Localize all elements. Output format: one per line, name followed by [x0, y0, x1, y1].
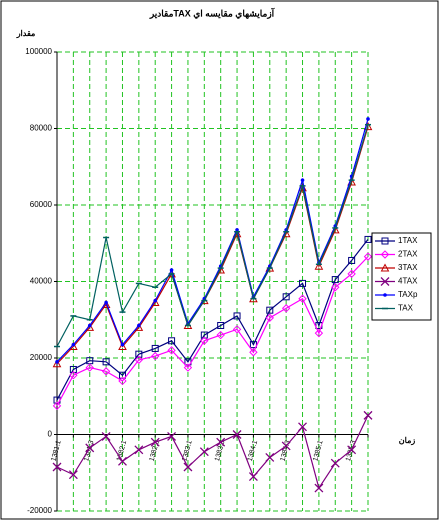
series-line: [56, 124, 369, 347]
marker: [102, 358, 110, 366]
marker: [232, 325, 242, 334]
marker: [314, 261, 324, 270]
y-tick-label: 60000: [30, 200, 53, 209]
marker: [118, 456, 127, 466]
marker: [233, 312, 241, 320]
marker: [266, 306, 274, 314]
marker: [101, 367, 111, 376]
marker: [265, 452, 275, 462]
marker: [168, 337, 176, 345]
marker: [363, 410, 373, 420]
marker: [68, 470, 78, 480]
marker: [347, 445, 357, 455]
legend-label: TAX: [398, 304, 414, 313]
marker: [381, 237, 389, 245]
marker: [380, 250, 390, 259]
marker: [104, 300, 108, 305]
marker: [85, 443, 95, 453]
marker: [87, 323, 92, 328]
marker: [281, 441, 291, 451]
y-tick-label: -20000: [27, 506, 52, 515]
marker: [167, 346, 176, 355]
marker: [69, 365, 77, 373]
chart-title: مقاديرTAX آزمايشهاي مقايسه اي: [149, 7, 276, 19]
marker: [199, 447, 209, 457]
marker: [366, 117, 370, 121]
marker: [52, 401, 62, 411]
marker: [265, 313, 274, 323]
series-line: [56, 256, 369, 407]
marker: [298, 422, 307, 432]
marker: [331, 283, 340, 292]
y-tick-label: 100000: [25, 47, 52, 56]
marker: [167, 431, 177, 441]
marker: [153, 298, 158, 303]
y-tick-label: 40000: [30, 277, 53, 286]
marker: [298, 294, 307, 303]
y-tick-label: 80000: [30, 124, 53, 133]
marker: [118, 376, 127, 386]
y-axis-label: مقدار: [16, 29, 36, 39]
marker: [134, 445, 144, 455]
legend-box: [371, 232, 432, 321]
marker: [134, 355, 144, 365]
marker: [314, 483, 324, 493]
marker: [347, 269, 356, 279]
marker: [330, 458, 340, 468]
legend-label: 2TAX: [398, 250, 418, 259]
marker: [183, 363, 193, 372]
marker: [52, 359, 62, 368]
marker: [118, 341, 127, 351]
marker: [249, 348, 258, 357]
legend-label: 3TAX: [398, 263, 418, 272]
marker: [151, 351, 160, 361]
x-axis-label: زمان: [399, 436, 416, 446]
marker: [380, 263, 390, 272]
marker: [314, 328, 324, 338]
marker: [200, 336, 209, 345]
legend-label: TAXp: [398, 290, 418, 299]
y-tick-label: 0: [48, 430, 53, 439]
marker: [217, 321, 225, 329]
marker: [183, 462, 193, 472]
marker: [235, 228, 239, 232]
marker: [348, 256, 356, 264]
legend-label: 4TAX: [398, 277, 418, 286]
marker: [299, 279, 307, 287]
marker: [216, 330, 225, 340]
y-tick-label: 20000: [30, 353, 53, 362]
marker: [71, 342, 76, 347]
marker: [383, 293, 387, 297]
marker: [232, 430, 242, 439]
marker: [380, 277, 390, 286]
marker: [85, 363, 94, 372]
marker: [118, 371, 126, 379]
marker: [135, 350, 143, 358]
series-line: [56, 415, 369, 490]
marker: [137, 323, 141, 328]
marker: [101, 431, 111, 441]
marker: [281, 304, 291, 313]
marker: [282, 293, 290, 301]
marker: [120, 342, 125, 347]
marker: [150, 437, 160, 447]
legend-label: 1TAX: [398, 236, 418, 245]
marker: [248, 472, 258, 482]
marker: [200, 331, 208, 339]
marker: [52, 462, 62, 472]
marker: [216, 437, 226, 447]
marker: [364, 235, 372, 243]
marker: [151, 344, 159, 352]
marker: [331, 276, 339, 284]
marker: [169, 268, 174, 272]
marker: [363, 252, 373, 261]
marker: [55, 360, 59, 364]
marker: [69, 371, 78, 380]
marker: [300, 178, 305, 182]
